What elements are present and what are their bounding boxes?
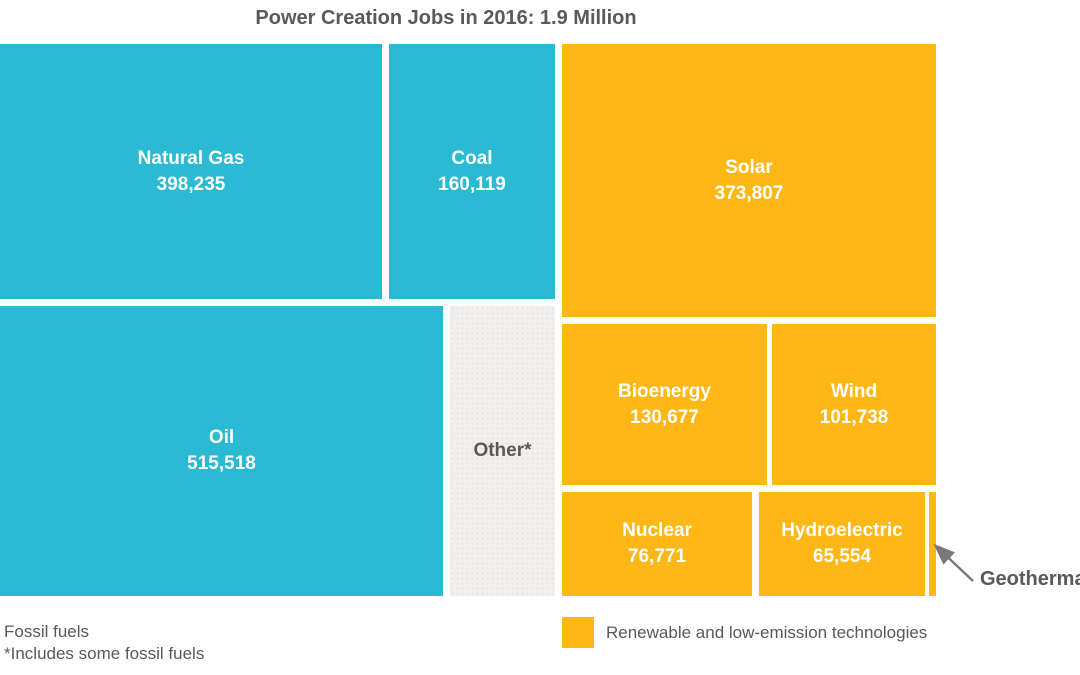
treemap-tile-other: Other* bbox=[450, 306, 555, 596]
tile-value-nuclear: 76,771 bbox=[627, 546, 687, 567]
tile-label-oil: Oil bbox=[208, 427, 235, 448]
tile-value-oil: 515,518 bbox=[187, 453, 256, 474]
legend-renewable-label: Renewable and low-emission technologies bbox=[606, 622, 928, 642]
tile-value-coal: 160,119 bbox=[438, 173, 506, 195]
treemap-tile-solar: Solar 373,807 bbox=[562, 44, 936, 317]
tile-label-natural-gas: Natural Gas bbox=[137, 147, 245, 169]
geothermal-arrow-icon bbox=[933, 543, 974, 582]
tile-value-bioenergy: 130,677 bbox=[630, 406, 699, 428]
legend-fossil: Fossil fuels *Includes some fossil fuels bbox=[4, 621, 204, 665]
tile-value-wind: 101,738 bbox=[819, 406, 889, 428]
tile-label-wind: Wind bbox=[830, 380, 878, 402]
treemap-tile-wind: Wind 101,738 bbox=[772, 324, 936, 485]
treemap-tile-nuclear: Nuclear 76,771 bbox=[562, 492, 752, 596]
treemap-tile-coal: Coal 160,119 bbox=[389, 44, 555, 299]
legend-renewable-swatch-icon bbox=[562, 617, 594, 648]
geothermal-callout-label: Geothermal bbox=[980, 568, 1080, 590]
legend-renewable: Renewable and low-emission technologies bbox=[562, 617, 927, 648]
tile-label-coal: Coal bbox=[451, 147, 493, 169]
treemap-tile-oil: Oil 515,518 bbox=[0, 306, 443, 596]
tile-label-other: Other* bbox=[473, 440, 532, 461]
legend-footnote: *Includes some fossil fuels bbox=[4, 644, 205, 663]
tile-label-bioenergy: Bioenergy bbox=[618, 380, 711, 402]
tile-value-natural-gas: 398,235 bbox=[156, 173, 226, 195]
tile-value-solar: 373,807 bbox=[714, 182, 784, 204]
tile-label-hydroelectric: Hydroelectric bbox=[781, 520, 903, 541]
treemap-tile-bioenergy: Bioenergy 130,677 bbox=[562, 324, 767, 485]
tile-label-nuclear: Nuclear bbox=[622, 520, 692, 541]
treemap-tile-natural-gas: Natural Gas 398,235 bbox=[0, 44, 382, 299]
treemap-tile-hydroelectric: Hydroelectric 65,554 bbox=[759, 492, 925, 596]
tile-value-hydroelectric: 65,554 bbox=[812, 546, 872, 567]
legend-fossil-label: Fossil fuels bbox=[4, 622, 90, 641]
tile-label-solar: Solar bbox=[725, 156, 773, 178]
treemap-tile-geothermal bbox=[929, 492, 936, 596]
chart-title: Power Creation Jobs in 2016: 1.9 Million bbox=[255, 7, 637, 29]
